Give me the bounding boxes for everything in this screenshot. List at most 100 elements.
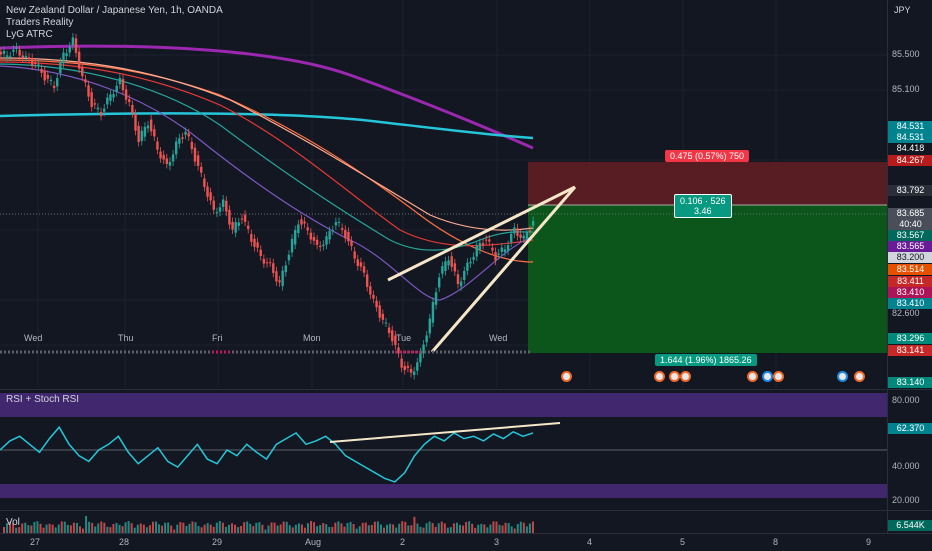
target-label[interactable]: 0.475 (0.57%) 750 [665,150,750,162]
candle-body [243,214,247,222]
volume-bar [489,524,492,533]
candle-body [262,258,266,264]
event-icon[interactable] [773,371,784,382]
candle-body [218,207,222,212]
symbol-title[interactable]: New Zealand Dollar / Japanese Yen, 1h, O… [6,5,223,16]
stop-label[interactable]: 1.644 (1.96%) 1865.26 [655,354,757,366]
candle-body [438,277,441,288]
volume-bar [449,527,452,533]
stop-zone [528,205,887,353]
volume-bar [145,527,148,533]
volume-bar [279,524,282,533]
volume-bar [291,527,294,533]
candle-body [0,51,3,55]
volume-bar [191,521,194,533]
volume-bar [303,527,306,533]
price-tick: 85.100 [892,84,920,94]
time-axis[interactable]: 27 28 29 Aug 2 3 4 5 8 9 [0,533,932,551]
volume-bar [504,522,507,533]
price-tag-red-2: 83.411 [888,276,932,287]
price-tick: 85.500 [892,49,920,59]
volume-bar [316,526,319,533]
candle-body [281,270,284,286]
volume-title[interactable]: Vol [6,517,20,528]
candle-body [87,85,90,97]
volume-bar [355,528,358,533]
volume-bar [419,526,422,533]
event-icon[interactable] [561,371,572,382]
rsi-axis[interactable]: 80.000 62.370 40.000 20.000 [887,389,932,510]
day-label-fri: Fri [212,333,223,343]
candle-body [293,230,297,245]
candle-body [287,254,291,261]
volume-bar [300,524,303,533]
candle-body [531,221,535,226]
price-tag-cyan: 84.531 [888,121,932,132]
rsi-title[interactable]: RSI + Stoch RSI [6,394,80,405]
candle-body [265,262,269,264]
event-icon[interactable] [854,371,865,382]
indicator-lyg-atrc[interactable]: LyG ATRC [6,29,53,40]
volume-bar [218,521,221,533]
volume-bar [261,524,264,533]
event-icon[interactable] [762,371,773,382]
candle-body [513,227,516,234]
candle-body [340,228,344,230]
volume-bar [97,523,100,533]
volume-bar [270,522,273,533]
current-pnl-line-1: 0.106 · 526 [680,196,726,206]
candle-body [102,108,106,112]
volume-bar [48,523,51,533]
rsi-pane[interactable]: RSI + Stoch RSI [0,389,887,510]
volume-bar [136,524,139,533]
event-icon[interactable] [654,371,665,382]
volume-bar [474,527,477,533]
price-chart[interactable] [0,0,887,388]
candle-body [131,104,134,114]
volume-bar [148,525,151,533]
volume-bar [267,525,270,533]
volume-bar [310,521,313,533]
candle-body [196,155,200,166]
candle-body [221,199,225,207]
main-pane[interactable]: New Zealand Dollar / Japanese Yen, 1h, O… [0,0,887,388]
current-price: 83.685 [896,208,925,218]
current-pnl-label[interactable]: 0.106 · 526 3.46 [674,194,732,218]
indicator-traders-reality[interactable]: Traders Reality [6,17,74,28]
volume-bar [227,524,230,533]
rsi-chart[interactable] [0,390,887,510]
date-label: 2 [400,537,406,547]
candle-body [469,261,472,264]
volume-bar [246,521,249,533]
candle-body [503,249,507,253]
volume-tag: 6.544K [888,520,932,531]
candle-body [178,138,181,144]
candle-body [12,49,15,52]
candle-body [37,64,40,67]
volume-bar [507,523,510,533]
event-icon[interactable] [837,371,848,382]
candle-body [153,129,156,137]
candle-body [375,300,378,308]
date-label: 5 [680,537,686,547]
candle-body [325,236,328,245]
price-axis[interactable]: JPY 85.500 85.100 84.531 84.531 84.418 8… [887,0,932,388]
ma-teal-curve [0,63,534,251]
candle-body [93,103,96,105]
candle-body [306,227,309,231]
event-icon[interactable] [680,371,691,382]
volume-bar [431,523,434,533]
candle-body [365,274,369,287]
volume-bar [434,526,437,533]
candle-body [394,335,397,346]
candle-body [84,79,87,83]
candle-body [272,263,275,273]
event-icon[interactable] [669,371,680,382]
volume-bar [243,522,246,533]
volume-pane[interactable]: Vol [0,510,887,533]
candle-body [519,234,522,238]
event-icon[interactable] [747,371,758,382]
volume-bar [288,525,291,533]
volume-bar [12,523,15,533]
candle-body [369,286,372,295]
